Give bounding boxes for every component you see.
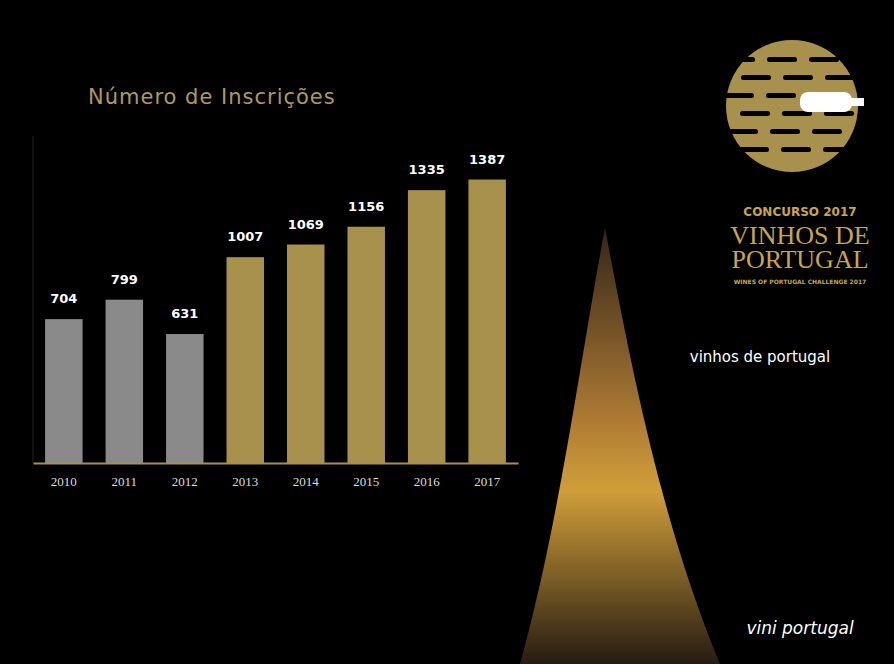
annotation: PORTUGAL (731, 245, 868, 274)
bar (227, 257, 264, 463)
logo-stripe (740, 111, 770, 116)
x-tick-label: 2016 (414, 474, 441, 489)
bar (287, 245, 324, 463)
annotation: vini portugal (746, 618, 854, 638)
logo-stripe (766, 93, 796, 98)
bar (408, 190, 445, 463)
bar (45, 319, 82, 463)
logo-stripe (781, 147, 811, 152)
bar (166, 334, 203, 463)
logo-stripe (809, 57, 839, 62)
logo-stripe (725, 57, 755, 62)
logo-emblem (724, 40, 864, 172)
data-label: 1069 (288, 217, 324, 232)
x-tick-label: 2015 (353, 474, 379, 489)
logo-stripe (823, 147, 853, 152)
chart: Número de Inscrições 2010 2011 2012 2013 2014… (0, 0, 894, 664)
x-tick: 2013 (232, 463, 258, 489)
data-label: 631 (171, 306, 198, 321)
background (0, 0, 894, 664)
logo-stripe (728, 129, 758, 134)
data-label: 1156 (348, 199, 384, 214)
logo-stripe (783, 75, 813, 80)
x-tick-label: 2012 (172, 474, 198, 489)
logo-stripe (741, 75, 771, 80)
x-tick: 2016 (414, 463, 441, 489)
data-label: 1335 (409, 162, 445, 177)
x-tick-label: 2013 (232, 474, 258, 489)
x-tick: 2015 (353, 463, 379, 489)
logo-stripe (767, 57, 797, 62)
x-axis: 2010 2011 2012 2013 2014 2015 2016 2017 (34, 463, 519, 489)
x-tick-label: 2017 (474, 474, 501, 489)
logo-stripe (825, 75, 855, 80)
chart-title: Número de Inscrições (88, 85, 336, 109)
x-tick: 2014 (293, 463, 320, 489)
x-axis-line (34, 463, 519, 465)
data-label: 1387 (469, 152, 505, 167)
annotations: CONCURSO 2017VINHOS DEPORTUGALWINES OF P… (690, 205, 870, 638)
data-label: 799 (111, 272, 138, 287)
data-label: 704 (50, 291, 77, 306)
annotation: WINES OF PORTUGAL CHALLENGE 2017 (734, 278, 867, 285)
x-tick-label: 2011 (112, 474, 138, 489)
data-labels: 704 799 631 1007 1069 1156 1335 1387 (50, 152, 505, 322)
x-tick: 2010 (51, 463, 77, 489)
annotation: CONCURSO 2017 (743, 205, 856, 219)
data-label: 1007 (227, 229, 263, 244)
logo-circle (726, 40, 858, 172)
x-tick: 2011 (112, 463, 138, 489)
bar (106, 300, 143, 463)
logo-stripe (739, 147, 769, 152)
logo-bottle (800, 92, 852, 112)
bar (468, 180, 505, 463)
y-axis-line (33, 136, 34, 463)
annotation: vinhos de portugal (690, 348, 830, 366)
bars (45, 180, 506, 463)
x-tick: 2017 (474, 463, 501, 489)
decoration (520, 228, 720, 664)
logo-stripe (770, 129, 800, 134)
logo-stripe (724, 93, 754, 98)
logo-bottle-neck (850, 98, 864, 106)
bar (347, 227, 384, 463)
x-tick-label: 2010 (51, 474, 77, 489)
x-tick: 2012 (172, 463, 198, 489)
x-tick-label: 2014 (293, 474, 320, 489)
logo-stripe (812, 129, 842, 134)
